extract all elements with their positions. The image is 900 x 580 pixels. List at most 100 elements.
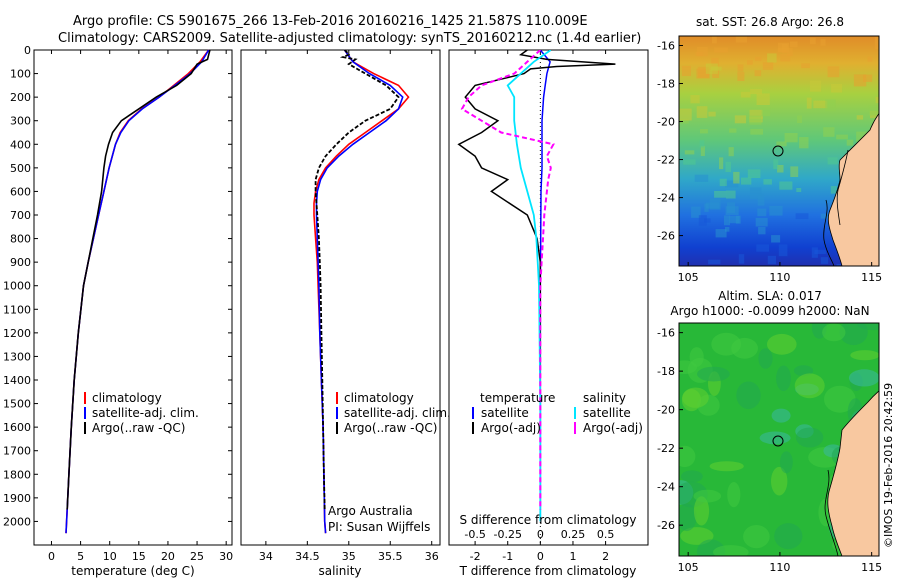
depth-tick-label: 1100 <box>3 303 31 316</box>
sla-map-frame <box>678 322 880 557</box>
difference-panel: -2 -1 0 1 2 -0.5 -0.25 0 0.25 0.5 T difference f… <box>448 49 649 578</box>
sst-patch <box>684 150 695 155</box>
sst-patch <box>757 208 767 217</box>
map-lat-label: -18 <box>657 78 675 91</box>
sst-patch <box>747 169 761 178</box>
x-tick-label: 34 <box>259 550 273 563</box>
map-lat-label: -20 <box>657 116 675 129</box>
x-tick-label: 35 <box>342 550 356 563</box>
salinity-x-ticks: 34 34.5 35 35.5 36 <box>259 50 439 563</box>
sst-patch <box>696 106 708 118</box>
sst-patch <box>733 171 740 184</box>
sla-patch <box>727 482 741 508</box>
sla-patch <box>758 348 773 369</box>
sst-map: sat. SST: 26.8 Argo: 26.8 105 110 115 -16 -1… <box>657 15 882 284</box>
sst-patch <box>755 56 762 61</box>
x-tick-label: 35.5 <box>378 550 403 563</box>
sst-patch <box>719 157 724 170</box>
imos-watermark: ©IMOS 19-Feb-2016 20:42:59 <box>882 383 895 548</box>
sla-map: Altim. SLA: 0.017 Argo h1000: -0.0099 h2… <box>657 289 882 574</box>
depth-tick-label: 700 <box>10 209 31 222</box>
temperature-panel: 0100200300400500600700800900100011001200… <box>3 44 648 578</box>
depth-tick-label: 1000 <box>3 280 31 293</box>
sst-patch <box>728 147 734 157</box>
depth-tick-label: 1500 <box>3 398 31 411</box>
map-lat-label: -22 <box>657 442 675 455</box>
x-tick-label: 1 <box>569 550 576 563</box>
sst-patch <box>711 66 722 71</box>
sla-patch <box>776 365 791 392</box>
sst-patch <box>738 254 745 264</box>
sst-patch <box>773 159 779 170</box>
s-tick-label: 0 <box>537 528 544 541</box>
depth-tick-label: 500 <box>10 162 31 175</box>
legend-label-salinity: salinity <box>583 391 626 405</box>
sst-patch <box>729 128 737 133</box>
sst-patch <box>699 140 705 148</box>
sla-patch <box>771 408 791 423</box>
map-lat-label: -22 <box>657 154 675 167</box>
sst-patch <box>797 115 802 123</box>
series-line <box>506 50 552 522</box>
sst-patch <box>856 131 868 142</box>
sst-patch <box>714 191 727 198</box>
x-tick-label: 20 <box>161 550 175 563</box>
sst-patch <box>711 57 719 66</box>
sst-patch <box>737 71 745 81</box>
s-tick-label: -0.5 <box>464 528 485 541</box>
argo-location-marker <box>772 145 784 157</box>
sst-patch <box>737 64 744 72</box>
sla-patch <box>693 489 722 503</box>
sst-patch <box>749 187 762 199</box>
sst-patch <box>780 54 791 62</box>
legend-label-t-satellite: satellite <box>481 406 529 420</box>
land-mass <box>827 112 879 266</box>
depth-tick-label: 0 <box>24 44 31 57</box>
legend-label-s-satellite: satellite <box>583 406 631 420</box>
depth-tick-label: 1700 <box>3 445 31 458</box>
sst-patch <box>679 108 692 121</box>
sla-patch <box>795 427 824 448</box>
legend-label-argo: Argo(..raw -QC) <box>344 421 437 435</box>
sst-patch <box>784 133 798 143</box>
sst-patch <box>708 111 716 117</box>
sst-patch <box>763 179 772 185</box>
x-tick-label: 0 <box>537 550 544 563</box>
sla-patch <box>713 545 749 556</box>
sst-patch <box>846 139 854 146</box>
sst-patch <box>830 186 837 194</box>
legend-label-satellite: satellite-adj. clim. <box>344 406 451 420</box>
map-lat-label: -26 <box>657 230 675 243</box>
sla-patch <box>759 431 791 445</box>
map-lat-label: -26 <box>657 519 675 532</box>
sst-patch <box>704 218 711 223</box>
x-tick-label: 30 <box>219 550 233 563</box>
x-tick-label: 2 <box>602 550 609 563</box>
sst-patch <box>820 39 826 46</box>
sla-patch <box>731 337 758 359</box>
sst-patch <box>779 181 793 190</box>
s-tick-label: 0.25 <box>561 528 586 541</box>
series-line <box>460 50 555 510</box>
series-line <box>66 49 211 510</box>
sst-patch <box>761 107 771 116</box>
sst-patch <box>697 47 708 57</box>
sst-patch <box>856 115 864 120</box>
sst-patch <box>711 36 717 44</box>
sst-patch <box>810 80 822 92</box>
sst-patch <box>695 51 703 56</box>
sla-patch <box>681 470 703 483</box>
map-lon-label: 110 <box>769 271 790 284</box>
legend-label-s-argo: Argo(-adj) <box>583 421 643 435</box>
x-tick-label: -2 <box>470 550 481 563</box>
sst-patch <box>740 91 751 98</box>
salinity-series <box>313 49 410 534</box>
sst-patch <box>867 56 873 62</box>
sst-patch <box>809 37 816 45</box>
sla-patch <box>850 350 879 361</box>
legend-label-climatology: climatology <box>92 391 162 405</box>
difference-x-ticks: -2 -1 0 1 2 <box>470 50 609 563</box>
land-mass <box>827 390 879 556</box>
sst-patch <box>750 128 763 135</box>
sla-patch <box>839 323 868 346</box>
